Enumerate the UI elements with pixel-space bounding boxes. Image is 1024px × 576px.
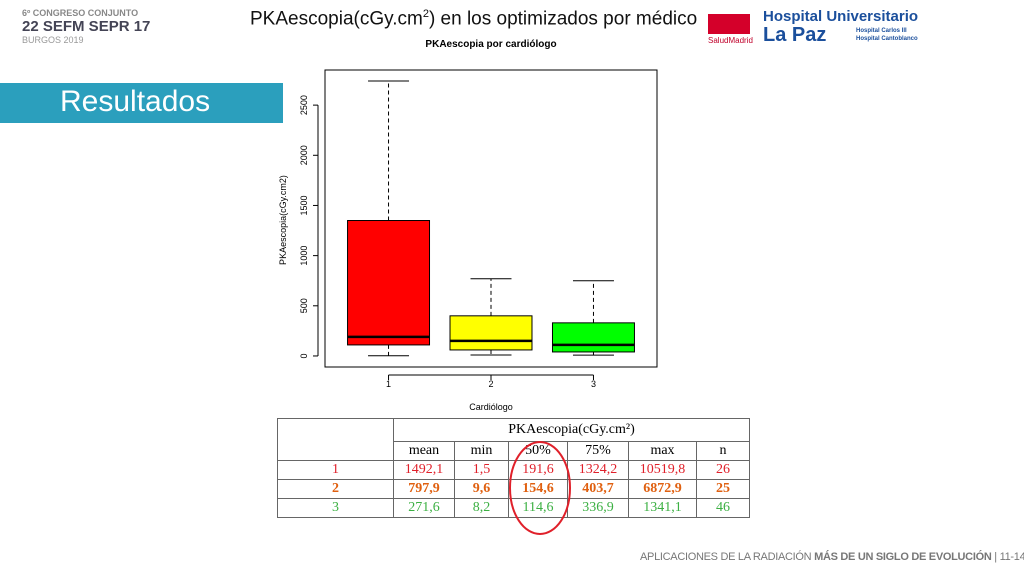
x-tick-label: 2 (488, 379, 493, 389)
congress-line: BURGOS 2019 (22, 35, 84, 45)
table-cell: 1 (277, 460, 394, 480)
congress-line: 22 SEFM SEPR 17 (22, 18, 151, 35)
section-bar: Resultados (0, 83, 283, 123)
table-cell: 8,2 (454, 498, 509, 518)
y-tick-label: 1000 (299, 246, 309, 266)
table-cell: 2 (277, 479, 394, 499)
box (551, 322, 635, 353)
title-text: PKAescopia(cGy.cm (250, 8, 423, 30)
table-cell (277, 418, 394, 461)
table-cell: 3 (277, 498, 394, 518)
footer-text: 11-14 JUNIO 2019 (999, 551, 1024, 563)
table-cell: 6872,9 (628, 479, 697, 499)
table-cell: mean (393, 441, 455, 461)
y-axis-label: PKAescopia(cGy.cm2) (278, 175, 288, 265)
table-cell: 271,6 (393, 498, 455, 518)
table-cell: max (628, 441, 697, 461)
y-tick-label: 1500 (299, 195, 309, 215)
chart-title: PKAescopia por cardiólogo (425, 39, 556, 50)
table-cell: min (454, 441, 509, 461)
congress-line: 6º CONGRESO CONJUNTO (22, 8, 139, 18)
highlight-ellipse (509, 441, 571, 535)
table-cell: 46 (696, 498, 750, 518)
y-tick-label: 2500 (299, 95, 309, 115)
x-tick-label: 3 (591, 379, 596, 389)
table-cell: 1,5 (454, 460, 509, 480)
health-text: SaludMadrid (708, 36, 753, 45)
table-row: 3 271,6 8,2 114,6 336,9 1341,1 46 (277, 498, 750, 518)
table-cell: 26 (696, 460, 750, 480)
footer-text: MÁS DE UN SIGLO DE EVOLUCIÓN (814, 551, 992, 563)
footer: APLICACIONES DE LA RADIACIÓN MÁS DE UN S… (640, 551, 1024, 563)
table-cell: 1324,2 (567, 460, 629, 480)
table-row: PKAescopia(cGy.cm²) (277, 418, 750, 461)
x-axis-label: Cardiólogo (469, 402, 513, 412)
table-cell: 797,9 (393, 479, 455, 499)
table-cell: 1492,1 (393, 460, 455, 480)
chart: PKAescopia por cardiólogo Cardiólogo PKA… (278, 39, 658, 412)
hospital-name: La Paz (763, 24, 827, 46)
table-cell: 9,6 (454, 479, 509, 499)
table-cell: 114,6 (508, 498, 568, 518)
y-tick-label: 500 (299, 298, 309, 313)
hospital-sub: Hospital Carlos III (856, 28, 907, 34)
y-tick-label: 2000 (299, 145, 309, 165)
y-tick-label: 0 (299, 353, 309, 358)
table-cell: 336,9 (567, 498, 629, 518)
table-cell: 75% (567, 441, 629, 461)
table-cell: n (696, 441, 750, 461)
table-cell: 154,6 (508, 479, 568, 499)
box (347, 220, 431, 346)
table-cell: 1341,1 (628, 498, 697, 518)
box (449, 315, 533, 351)
title-text: ) en los optimizados por médico (428, 8, 698, 30)
results-table: PKAescopia(cGy.cm²) mean min 50% 75% max n 1 149… (277, 418, 750, 518)
hospital-sub: Hospital Cantoblanco (856, 36, 918, 42)
table-row: 2 797,9 9,6 154,6 403,7 6872,9 25 (277, 479, 750, 499)
table-row: mean min 50% 75% max n (278, 441, 750, 461)
x-tick-label: 1 (386, 379, 391, 389)
table-cell: 25 (696, 479, 750, 499)
slide-title: PKAescopia(cGy.cm2) en los optimizados p… (250, 8, 697, 30)
hospital-name: Hospital Universitario (763, 8, 919, 25)
flag (708, 14, 750, 34)
table-cell: PKAescopia(cGy.cm²) (393, 418, 750, 442)
table-cell: 403,7 (567, 479, 629, 499)
congress-logo: 6º CONGRESO CONJUNTO 22 SEFM SEPR 17 BUR… (22, 8, 152, 45)
plot-frame (324, 69, 658, 368)
section-title: Resultados (60, 85, 211, 118)
table-cell: 10519,8 (628, 460, 697, 480)
footer-text: APLICACIONES DE LA RADIACIÓN (640, 551, 812, 563)
title-sup: 2 (422, 8, 429, 20)
